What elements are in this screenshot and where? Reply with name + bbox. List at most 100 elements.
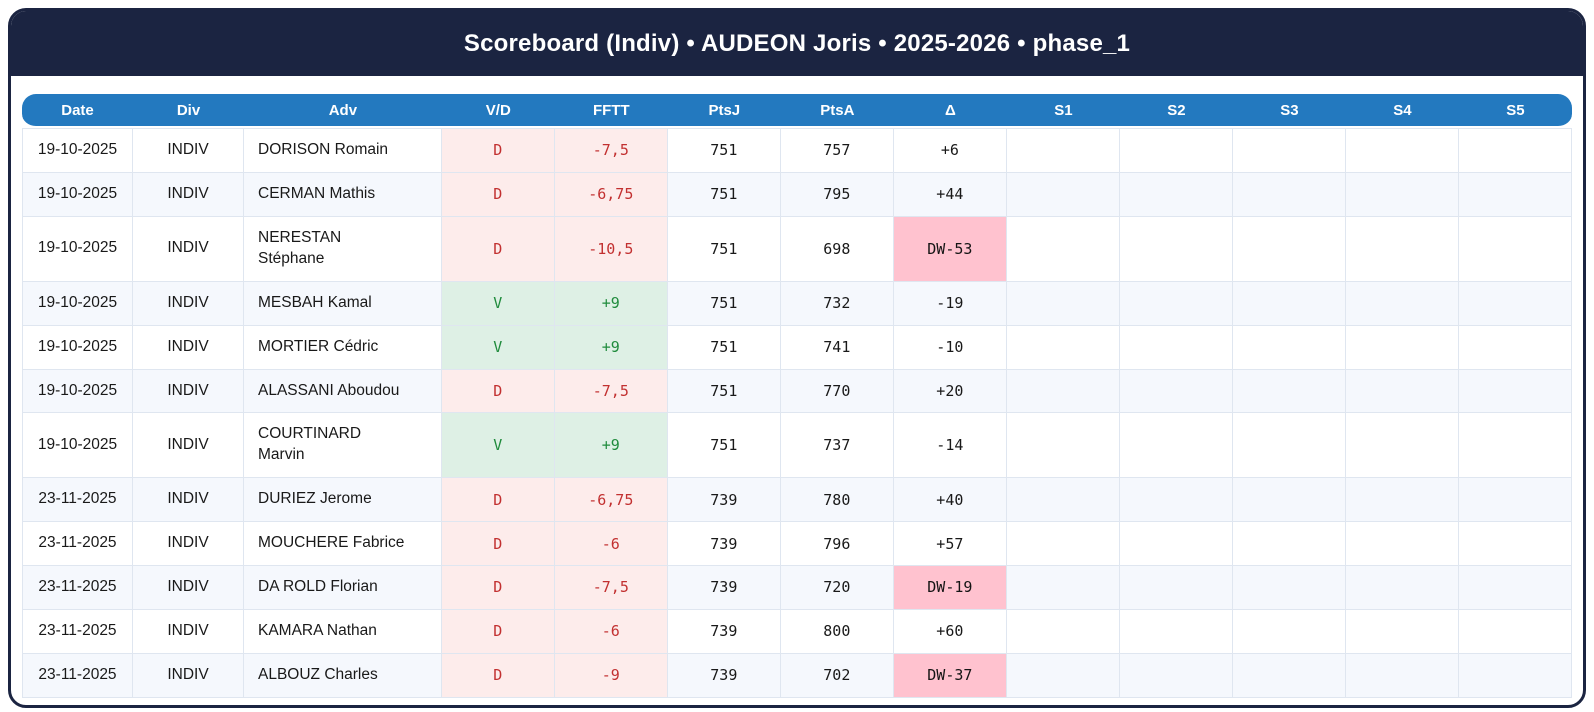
table-row: 23-11-2025 INDIV DA ROLD Florian D -7,5 739 72…: [22, 566, 1572, 611]
cell-ptsa: 770: [780, 369, 894, 414]
cell-s4: [1345, 128, 1459, 173]
cell-fftt: -7,5: [554, 566, 668, 611]
cell-div: INDIV: [133, 653, 244, 698]
cell-fftt: +9: [554, 281, 668, 326]
cell-s3: [1232, 216, 1346, 282]
cell-s1: [1006, 653, 1120, 698]
cell-s2: [1119, 522, 1233, 567]
table-row: 19-10-2025 INDIV CERMAN Mathis D -6,75 751 795…: [22, 172, 1572, 217]
cell-div: INDIV: [133, 566, 244, 611]
cell-ptsj: 751: [667, 128, 781, 173]
cell-ptsj: 751: [667, 281, 781, 326]
cell-date: 23-11-2025: [22, 566, 133, 611]
table-container: Date Div Adv V/D FFTT PtsJ PtsA Δ S1 S2 S3 S4 S5 19-…: [11, 76, 1583, 698]
cell-ptsj: 739: [667, 478, 781, 523]
cell-div: INDIV: [133, 172, 244, 217]
cell-delta: DW-53: [893, 216, 1007, 282]
cell-s1: [1006, 413, 1120, 479]
column-header-s3: S3: [1232, 94, 1346, 128]
cell-ptsj: 751: [667, 172, 781, 217]
cell-s4: [1345, 172, 1459, 217]
cell-s5: [1458, 172, 1572, 217]
table-row: 19-10-2025 INDIV MORTIER Cédric V +9 751 741 -1…: [22, 325, 1572, 370]
cell-date: 23-11-2025: [22, 610, 133, 654]
cell-s5: [1458, 216, 1572, 282]
cell-ptsj: 739: [667, 653, 781, 698]
cell-s1: [1006, 522, 1120, 567]
column-header-s2: S2: [1119, 94, 1233, 128]
cell-s2: [1119, 566, 1233, 611]
cell-fftt: -6: [554, 610, 668, 654]
cell-s4: [1345, 653, 1459, 698]
cell-adv: ALASSANI Aboudou: [244, 369, 442, 414]
cell-adv: ALBOUZ Charles: [244, 653, 442, 698]
cell-fftt: -6: [554, 522, 668, 567]
cell-div: INDIV: [133, 216, 244, 282]
cell-ptsj: 739: [667, 522, 781, 567]
column-header-s5: S5: [1458, 94, 1572, 128]
cell-s1: [1006, 281, 1120, 326]
cell-delta: +44: [893, 172, 1007, 217]
cell-date: 19-10-2025: [22, 369, 133, 414]
cell-adv: KAMARA Nathan: [244, 610, 442, 654]
cell-s1: [1006, 369, 1120, 414]
cell-div: INDIV: [133, 369, 244, 414]
cell-delta: +57: [893, 522, 1007, 567]
cell-div: INDIV: [133, 128, 244, 173]
cell-fftt: -9: [554, 653, 668, 698]
column-header-s4: S4: [1345, 94, 1459, 128]
cell-date: 23-11-2025: [22, 522, 133, 567]
cell-s5: [1458, 566, 1572, 611]
cell-s3: [1232, 653, 1346, 698]
cell-adv: MORTIER Cédric: [244, 325, 442, 370]
cell-fftt: -7,5: [554, 128, 668, 173]
cell-date: 19-10-2025: [22, 128, 133, 173]
column-header-fftt: FFTT: [554, 94, 668, 128]
cell-ptsa: 737: [780, 413, 894, 479]
cell-ptsa: 780: [780, 478, 894, 523]
cell-delta: +20: [893, 369, 1007, 414]
table-row: 23-11-2025 INDIV ALBOUZ Charles D -9 739 702 DW…: [22, 653, 1572, 698]
cell-date: 19-10-2025: [22, 216, 133, 282]
cell-adv: DORISON Romain: [244, 128, 442, 173]
cell-s4: [1345, 566, 1459, 611]
cell-s2: [1119, 369, 1233, 414]
column-header-div: Div: [133, 94, 244, 128]
title-bar: Scoreboard (Indiv) • AUDEON Joris • 2025…: [11, 11, 1583, 76]
column-header-vd: V/D: [441, 94, 555, 128]
column-header-delta: Δ: [893, 94, 1007, 128]
cell-vd: D: [441, 610, 555, 654]
cell-s4: [1345, 610, 1459, 654]
cell-s1: [1006, 172, 1120, 217]
cell-s2: [1119, 281, 1233, 326]
cell-s5: [1458, 478, 1572, 523]
cell-s2: [1119, 610, 1233, 654]
cell-s1: [1006, 566, 1120, 611]
cell-ptsa: 702: [780, 653, 894, 698]
cell-vd: D: [441, 566, 555, 611]
cell-vd: D: [441, 478, 555, 523]
cell-date: 19-10-2025: [22, 281, 133, 326]
cell-s1: [1006, 478, 1120, 523]
cell-adv: DURIEZ Jerome: [244, 478, 442, 523]
cell-s4: [1345, 522, 1459, 567]
cell-vd: V: [441, 413, 555, 479]
table-row: 19-10-2025 INDIV DORISON Romain D -7,5 751 757…: [22, 128, 1572, 173]
table-header: Date Div Adv V/D FFTT PtsJ PtsA Δ S1 S2 S3 S4 S5: [22, 94, 1572, 128]
table-header-row: Date Div Adv V/D FFTT PtsJ PtsA Δ S1 S2 S3 S4 S5: [22, 94, 1572, 128]
cell-ptsj: 751: [667, 325, 781, 370]
column-header-ptsa: PtsA: [780, 94, 894, 128]
cell-ptsj: 751: [667, 369, 781, 414]
cell-ptsa: 720: [780, 566, 894, 611]
cell-s2: [1119, 128, 1233, 173]
scoreboard-table: Date Div Adv V/D FFTT PtsJ PtsA Δ S1 S2 S3 S4 S5 19-…: [22, 94, 1572, 698]
cell-delta: -10: [893, 325, 1007, 370]
cell-adv: CERMAN Mathis: [244, 172, 442, 217]
cell-s3: [1232, 566, 1346, 611]
cell-fftt: -10,5: [554, 216, 668, 282]
cell-s3: [1232, 413, 1346, 479]
cell-s3: [1232, 325, 1346, 370]
cell-date: 23-11-2025: [22, 478, 133, 523]
cell-adv: NERESTAN Stéphane: [244, 216, 442, 282]
cell-vd: D: [441, 653, 555, 698]
